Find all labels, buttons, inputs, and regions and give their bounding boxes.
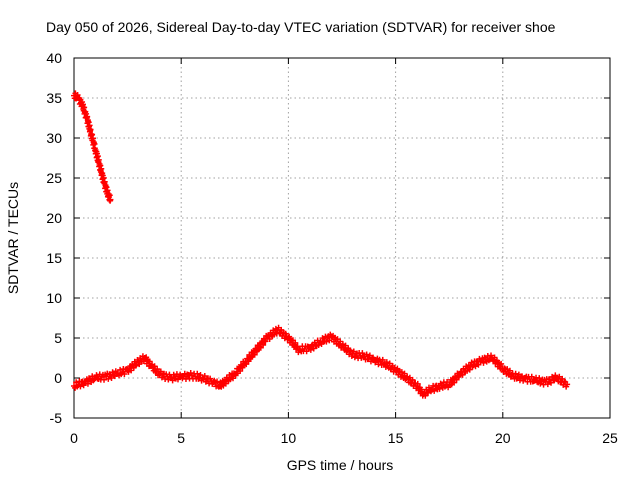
axis-ticks <box>73 57 611 419</box>
y-tick-label: 0 <box>54 370 62 386</box>
series-trace-1 <box>72 324 570 399</box>
y-tick-label: 35 <box>46 90 62 106</box>
y-tick-label: -5 <box>50 410 63 426</box>
series-trace-0 <box>71 90 114 204</box>
series-1 <box>71 324 571 399</box>
y-tick-label: 10 <box>46 290 62 306</box>
grid-lines <box>74 58 610 418</box>
series-0 <box>71 90 114 204</box>
x-tick-label: 15 <box>388 430 404 446</box>
y-axis-label: SDTVAR / TECUs <box>5 182 21 294</box>
tick-labels: 0 5 10 15 20 25 -5 0 5 10 15 20 25 30 35 40 <box>46 50 618 446</box>
x-tick-label: 25 <box>602 430 618 446</box>
y-tick-label: 5 <box>54 330 62 346</box>
y-tick-label: 25 <box>46 170 62 186</box>
y-tick-label: 15 <box>46 250 62 266</box>
x-axis-label: GPS time / hours <box>287 457 394 473</box>
x-tick-label: 5 <box>177 430 185 446</box>
data-series <box>71 90 571 399</box>
y-tick-label: 30 <box>46 130 62 146</box>
y-tick-label: 40 <box>46 50 62 66</box>
x-tick-label: 10 <box>281 430 297 446</box>
x-tick-label: 20 <box>495 430 511 446</box>
chart-title: Day 050 of 2026, Sidereal Day-to-day VTE… <box>46 19 556 35</box>
plot-frame <box>73 57 611 419</box>
x-tick-label: 0 <box>70 430 78 446</box>
y-tick-label: 20 <box>46 210 62 226</box>
